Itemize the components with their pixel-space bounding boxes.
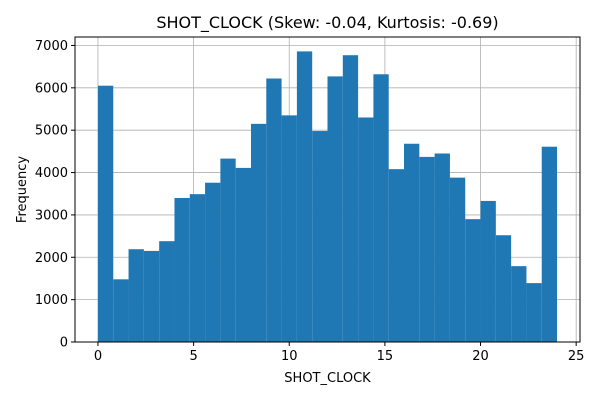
histogram-bar <box>281 115 297 342</box>
tick-labels: 0 5 10 15 20 25 0 1000 2000 3000 4000 5000 6000 7000 <box>35 39 585 364</box>
histogram-bar <box>373 74 389 343</box>
histogram-bar <box>449 177 466 342</box>
x-tick-label: 25 <box>568 349 585 364</box>
histogram-bar <box>296 51 313 343</box>
y-tick-label: 7000 <box>35 39 68 54</box>
x-axis-title: SHOT_CLOCK <box>284 371 371 386</box>
histogram-bar <box>128 249 144 342</box>
histogram-bar <box>189 194 206 342</box>
histogram-bars <box>97 51 558 343</box>
y-tick-label: 6000 <box>35 81 68 96</box>
y-tick-label: 3000 <box>35 208 68 223</box>
chart-title: SHOT_CLOCK (Skew: -0.04, Kurtosis: -0.69… <box>156 13 498 33</box>
histogram-bar <box>342 55 359 343</box>
histogram-bar <box>159 241 175 342</box>
histogram-bar <box>358 117 374 342</box>
histogram-bar <box>511 266 527 342</box>
histogram-bar <box>143 250 160 342</box>
y-axis-title: Frequency <box>15 156 30 223</box>
histogram-bar <box>404 143 420 342</box>
histogram-bar <box>250 123 267 343</box>
histogram-bar <box>495 235 512 342</box>
histogram-bar <box>526 283 542 342</box>
x-tick-label: 10 <box>281 349 298 364</box>
y-tick-label: 2000 <box>35 251 68 266</box>
x-tick-label: 0 <box>94 349 102 364</box>
histogram-bar <box>220 158 236 342</box>
histogram-bar <box>388 169 405 342</box>
x-tick-label: 20 <box>472 349 489 364</box>
histogram-bar <box>465 219 481 342</box>
y-tick-label: 4000 <box>35 166 68 181</box>
histogram-bar <box>312 131 328 342</box>
histogram-bar <box>327 76 343 342</box>
histogram-bar <box>97 85 114 343</box>
x-tick-label: 5 <box>189 349 197 364</box>
y-tick-label: 1000 <box>35 293 68 308</box>
axes <box>71 36 581 346</box>
plot-frame <box>74 36 581 343</box>
histogram-bar <box>113 279 129 342</box>
histogram-bar <box>419 156 435 342</box>
y-tick-label: 0 <box>60 336 68 351</box>
histogram-bar <box>480 200 496 342</box>
histogram-bar <box>205 182 221 342</box>
histogram-bar <box>235 167 251 342</box>
y-tick-label: 5000 <box>35 124 68 139</box>
histogram-bar <box>434 153 450 342</box>
histogram-bar <box>174 197 190 342</box>
x-tick-label: 15 <box>377 349 394 364</box>
histogram-bar <box>266 78 282 342</box>
histogram-bar <box>541 146 558 342</box>
